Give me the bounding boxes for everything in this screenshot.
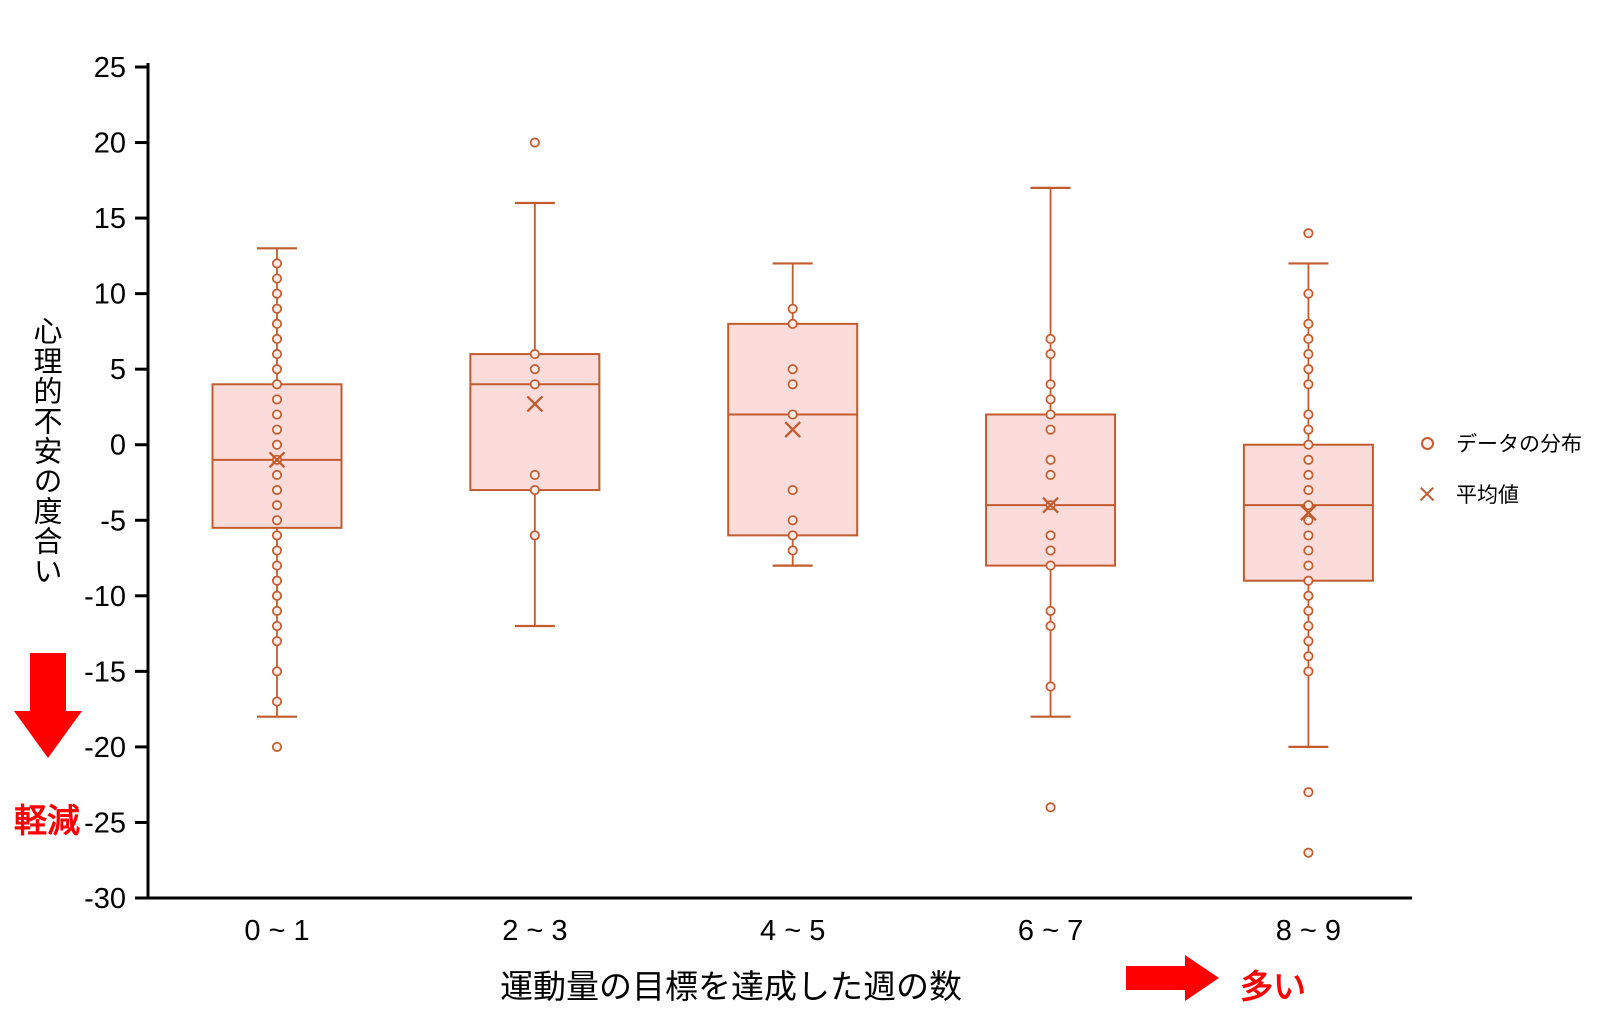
circle-marker-icon: [1414, 431, 1440, 455]
svg-text:8 ~ 9: 8 ~ 9: [1276, 915, 1341, 947]
legend-item-distribution: データの分布: [1414, 428, 1582, 458]
svg-text:-5: -5: [100, 505, 126, 537]
right-arrow-icon: [1126, 955, 1219, 1001]
svg-text:-20: -20: [84, 732, 126, 764]
svg-text:0 ~ 1: 0 ~ 1: [244, 915, 309, 947]
x-marker-icon: [1414, 482, 1440, 506]
svg-text:20: 20: [94, 128, 126, 160]
legend: データの分布 平均値: [1414, 428, 1582, 509]
more-label: 多い: [1240, 968, 1306, 1005]
legend-label-mean: 平均値: [1456, 484, 1519, 507]
y-axis-title: 心理的不安の度合い: [29, 316, 61, 586]
reduction-label: 軽減: [14, 802, 80, 839]
down-arrow-icon: [14, 653, 82, 758]
svg-text:15: 15: [94, 203, 126, 235]
svg-text:25: 25: [94, 52, 126, 84]
legend-item-mean: 平均値: [1414, 479, 1582, 509]
svg-text:-30: -30: [84, 883, 126, 915]
svg-text:-10: -10: [84, 581, 126, 613]
svg-text:2 ~ 3: 2 ~ 3: [502, 915, 567, 947]
legend-label-distribution: データの分布: [1456, 433, 1582, 456]
svg-text:10: 10: [94, 279, 126, 311]
x-axis-title: 運動量の目標を達成した週の数: [500, 968, 962, 1005]
svg-text:-25: -25: [84, 807, 126, 839]
svg-text:0: 0: [110, 430, 126, 462]
svg-text:6 ~ 7: 6 ~ 7: [1018, 915, 1083, 947]
svg-text:5: 5: [110, 354, 126, 386]
svg-text:-15: -15: [84, 656, 126, 688]
svg-text:4 ~ 5: 4 ~ 5: [760, 915, 825, 947]
